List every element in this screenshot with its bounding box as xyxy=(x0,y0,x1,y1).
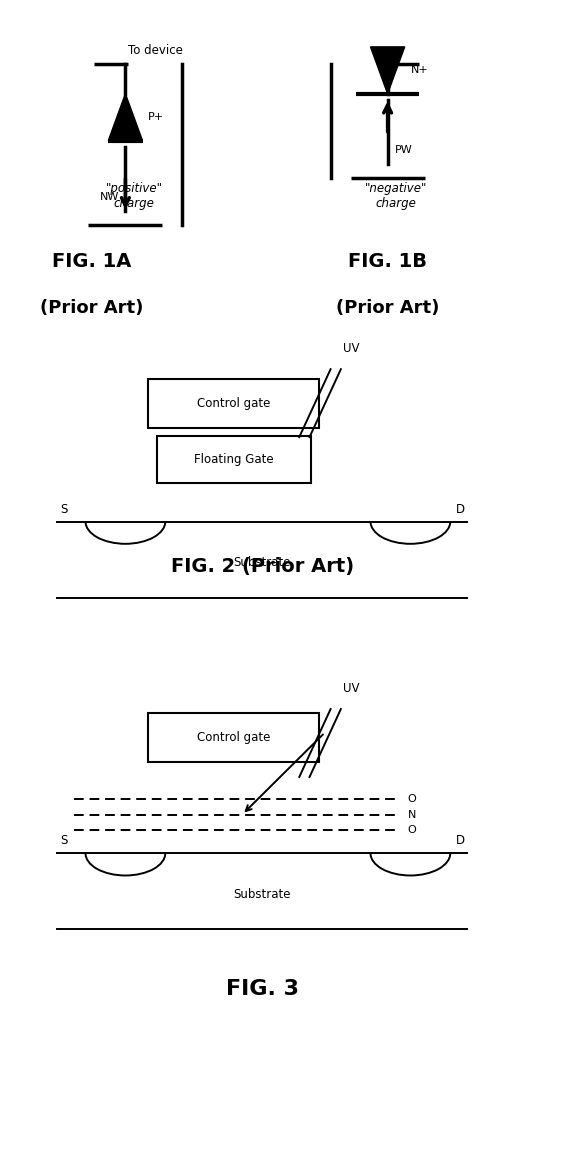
Text: D: D xyxy=(456,834,465,847)
Text: FIG. 3: FIG. 3 xyxy=(226,979,299,999)
Text: D: D xyxy=(456,503,465,516)
Text: Control gate: Control gate xyxy=(197,396,270,410)
Text: UV: UV xyxy=(343,682,360,695)
Text: FIG. 1B: FIG. 1B xyxy=(348,252,427,271)
Text: FIG. 1A: FIG. 1A xyxy=(51,252,131,271)
Bar xyxy=(148,379,319,428)
Text: S: S xyxy=(60,834,67,847)
Text: "positive"
charge: "positive" charge xyxy=(105,182,162,210)
Text: "negative"
charge: "negative" charge xyxy=(365,182,428,210)
Text: Floating Gate: Floating Gate xyxy=(194,452,274,466)
Text: UV: UV xyxy=(343,342,360,355)
Text: Substrate: Substrate xyxy=(234,887,291,901)
Polygon shape xyxy=(370,47,405,94)
Text: N: N xyxy=(408,810,416,819)
Text: O: O xyxy=(408,825,416,834)
Text: PW: PW xyxy=(394,145,412,155)
Text: NW: NW xyxy=(100,192,120,202)
Text: N+: N+ xyxy=(410,66,428,75)
Text: O: O xyxy=(408,795,416,804)
Text: FIG. 2 (Prior Art): FIG. 2 (Prior Art) xyxy=(170,557,354,575)
Bar xyxy=(148,713,319,762)
Text: Substrate: Substrate xyxy=(234,556,291,570)
Text: (Prior Art): (Prior Art) xyxy=(336,299,439,316)
Text: (Prior Art): (Prior Art) xyxy=(39,299,143,316)
Text: To device: To device xyxy=(128,45,183,57)
Polygon shape xyxy=(108,94,142,141)
Text: P+: P+ xyxy=(148,113,164,122)
Text: S: S xyxy=(60,503,67,516)
Bar xyxy=(157,436,311,483)
Text: Control gate: Control gate xyxy=(197,730,270,744)
